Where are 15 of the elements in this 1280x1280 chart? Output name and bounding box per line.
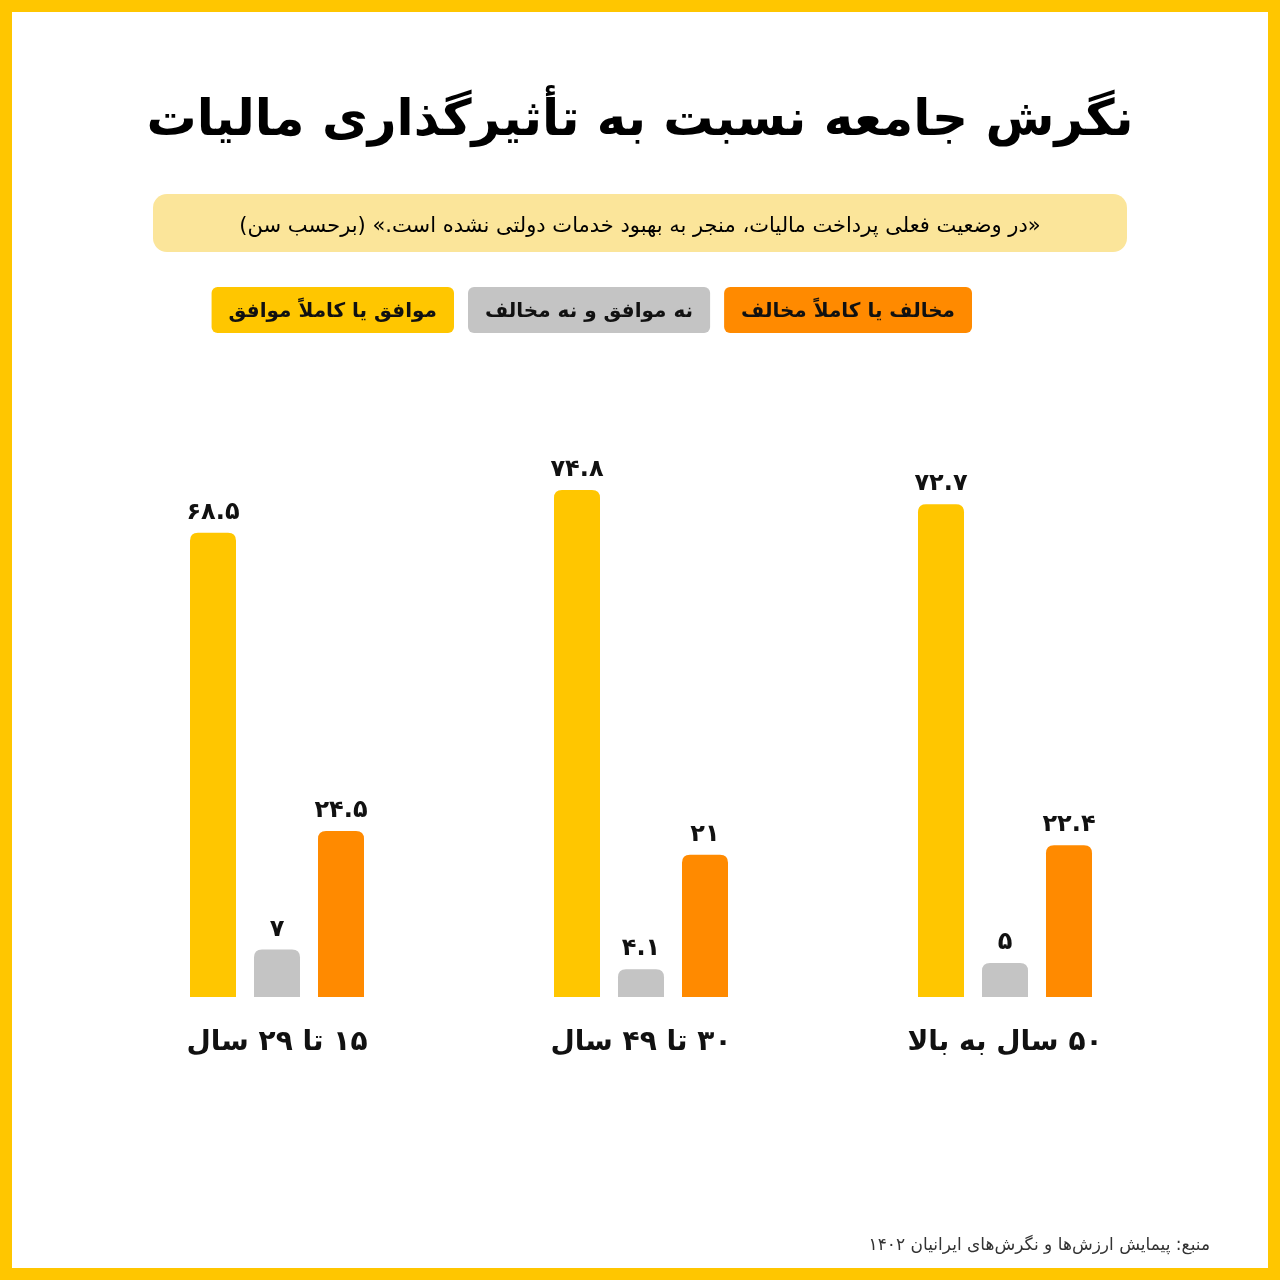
data-label: ۲۱ [690,818,720,847]
data-label: ۶۸.۵ [186,496,240,525]
legend: مخالف یا کاملاً مخالف نه موافق و نه مخالف موافق یا کاملاً موافق [211,287,972,333]
data-label: ۷۴.۸ [550,454,604,482]
data-label: ۲۲.۴ [1042,809,1096,838]
data-label: ۵ [997,927,1013,956]
data-label: ۴.۱ [621,933,661,962]
data-label: ۷۲.۷ [914,468,968,497]
x-tick-label: ۳۰ تا ۴۹ سال [550,1024,732,1057]
text: منبع: پیمایش ارزش‌ها و نگرش‌های ایرانیان ۱۴۰۲ [868,1234,1210,1255]
data-label: ۲۴.۵ [314,794,368,823]
subtitle: «در وضعیت فعلی پرداخت مالیات، منجر به بهبود خدمات دولتی نشده است.» (برحسب سن) [239,213,1041,237]
x-tick-label: ۱۵ تا ۲۹ سال [186,1024,368,1057]
x-tick-label: ۵۰ سال به بالا [907,1024,1103,1057]
data-label: ۷ [269,913,285,942]
